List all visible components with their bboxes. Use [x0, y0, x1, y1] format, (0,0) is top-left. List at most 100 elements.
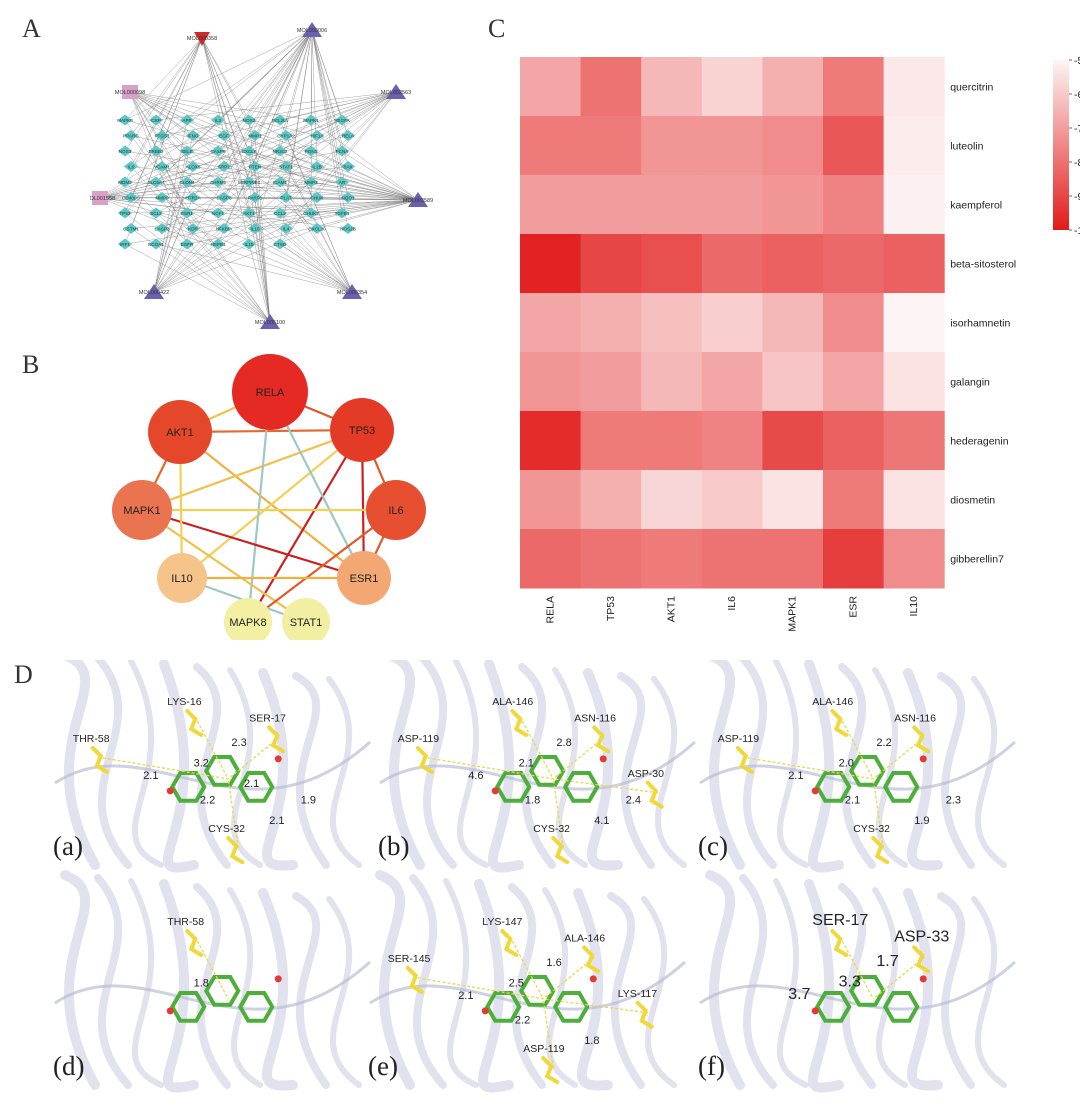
- target-label: MDM2: [118, 180, 132, 185]
- target-node: PTGS1: [154, 130, 170, 141]
- protein-ribbon: [292, 892, 330, 1089]
- docking-pose-a: LYS-16 SER-17 THR-58 CYS-32 3.2 2.3 2.1 2.1 2.2 1…: [53, 660, 371, 873]
- compound-node: MOL000098: [115, 85, 145, 99]
- docking-poses: LYS-16 SER-17 THR-58 CYS-32 3.2 2.3 2.1 2.1 2.2 1…: [53, 660, 1016, 1093]
- target-diamond: [216, 130, 232, 141]
- target-label: NR3C2: [272, 149, 288, 154]
- compound-node: MOL002563: [381, 84, 411, 99]
- heatmap-cell: [762, 293, 824, 353]
- ligand-oxygen: [811, 1007, 819, 1015]
- target-diamond: [154, 130, 170, 141]
- heatmap-row-label: hederagenin: [950, 436, 1009, 448]
- target-label: MAPK1: [303, 118, 319, 123]
- docking-pose-d: THR-58 1.8 (d): [53, 870, 371, 1093]
- protein-ribbon: [937, 672, 975, 869]
- ppi-edge: [247, 509, 397, 623]
- target-node: CRP: [148, 114, 164, 126]
- ligand-ring: [203, 975, 241, 1007]
- heatmap-cell: [883, 234, 945, 294]
- ligand-oxygen: [589, 975, 597, 983]
- protein-ribbon: [63, 660, 100, 870]
- target-label: APP: [182, 118, 191, 123]
- target-label: HSPB1: [210, 242, 226, 247]
- hbond: [196, 720, 229, 780]
- compound-label: MOL000358: [187, 36, 217, 42]
- network-edge: [130, 197, 271, 323]
- ppi-edge: [141, 428, 363, 512]
- network-edge: [279, 243, 353, 293]
- compound-node: MOL000354: [337, 284, 367, 299]
- network-edge: [124, 37, 203, 245]
- target-label: AR: [339, 180, 346, 185]
- target-node: CTSD: [272, 238, 288, 250]
- distance-label: 3.7: [788, 986, 810, 1003]
- ligand-oxygen: [274, 755, 282, 763]
- protein-ribbon: [607, 892, 645, 1089]
- heatmap-col-label: MAPK1: [787, 596, 799, 632]
- target-node: APP: [179, 114, 195, 126]
- compound-node: MOL001558: [90, 191, 115, 205]
- target-label: IL15: [245, 242, 254, 247]
- residue-stick: [90, 745, 109, 774]
- target-label: MMP1: [248, 133, 262, 138]
- distance-label: 2.1: [845, 795, 860, 807]
- residue-stick: [185, 709, 204, 737]
- target-node: HIF1A: [309, 130, 324, 141]
- target-node: EGF: [216, 130, 232, 141]
- heatmap-cells: [520, 57, 945, 589]
- ligand-oxygen: [274, 975, 282, 983]
- target-node: CLDN4: [179, 176, 195, 188]
- network-edge: [248, 243, 271, 323]
- network-edge: [285, 91, 397, 198]
- target-diamond: [241, 114, 257, 126]
- network-edge: [279, 150, 353, 293]
- target-node: BAX: [340, 161, 356, 172]
- network-edge: [153, 181, 188, 293]
- hbond: [747, 757, 874, 780]
- distance-label: 2.5: [509, 978, 524, 990]
- compound-label: MOL000098: [115, 90, 145, 96]
- ppi-node-label: MAPK1: [123, 505, 160, 517]
- target-node: PTEN: [247, 161, 263, 172]
- protein-ribbon: [258, 888, 298, 1091]
- ligand-ring: [528, 755, 566, 787]
- distance-label: 1.8: [584, 1035, 599, 1047]
- target-label: CXCL8: [242, 149, 257, 154]
- ligand-ring: [169, 771, 207, 803]
- residue-label: ASN-116: [574, 712, 616, 724]
- panel-letter-b: B: [22, 350, 40, 379]
- residue-label: LYS-147: [482, 916, 522, 928]
- protein-ribbon: [971, 896, 1007, 1088]
- heatmap-cell: [520, 293, 582, 353]
- network-edge: [161, 29, 313, 229]
- compound-node: MOL005100: [255, 314, 285, 329]
- ligand-ring: [169, 991, 207, 1023]
- target-node: VEGFA: [334, 114, 351, 126]
- hbond: [542, 998, 554, 1069]
- network-edge: [316, 135, 419, 201]
- compound-label: MOL000354: [337, 290, 367, 296]
- distance-label: 2.1: [458, 990, 473, 1002]
- heatmap-cell: [701, 234, 763, 294]
- residue-stick: [735, 745, 754, 774]
- network-edge: [279, 212, 353, 293]
- colorbar-tick-label: -9: [1074, 191, 1080, 203]
- ppi-node-circle: [282, 598, 330, 640]
- ligand-ring: [848, 975, 886, 1007]
- compound-label: MOL005100: [255, 320, 285, 326]
- network-edge: [124, 181, 271, 323]
- residue-stick: [226, 836, 245, 865]
- network-edge: [310, 119, 419, 201]
- network-edge: [161, 91, 397, 198]
- network-edge: [153, 212, 188, 293]
- colorbar-tick-label: -5: [1074, 55, 1080, 67]
- heatmap-cell: [762, 175, 824, 235]
- distance-label: 2.1: [269, 815, 284, 827]
- hbond: [841, 720, 874, 780]
- target-diamond: [241, 238, 257, 250]
- network-edge: [186, 181, 419, 201]
- protein-ribbon: [617, 672, 655, 869]
- target-diamond: [148, 114, 164, 126]
- target-node: MAPK8: [117, 114, 133, 126]
- ppi-node-label: STAT1: [290, 617, 323, 629]
